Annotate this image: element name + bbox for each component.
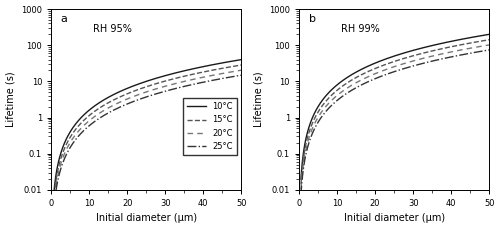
X-axis label: Initial diameter (μm): Initial diameter (μm) [96, 213, 197, 224]
Legend: 10°C, 15°C, 20°C, 25°C: 10°C, 15°C, 20°C, 25°C [184, 98, 237, 155]
Text: b: b [308, 14, 316, 25]
Text: a: a [60, 14, 68, 25]
X-axis label: Initial diameter (μm): Initial diameter (μm) [344, 213, 444, 224]
Y-axis label: Lifetime (s): Lifetime (s) [254, 72, 264, 127]
Text: RH 99%: RH 99% [341, 24, 380, 33]
Text: RH 95%: RH 95% [93, 24, 132, 33]
Y-axis label: Lifetime (s): Lifetime (s) [6, 72, 16, 127]
